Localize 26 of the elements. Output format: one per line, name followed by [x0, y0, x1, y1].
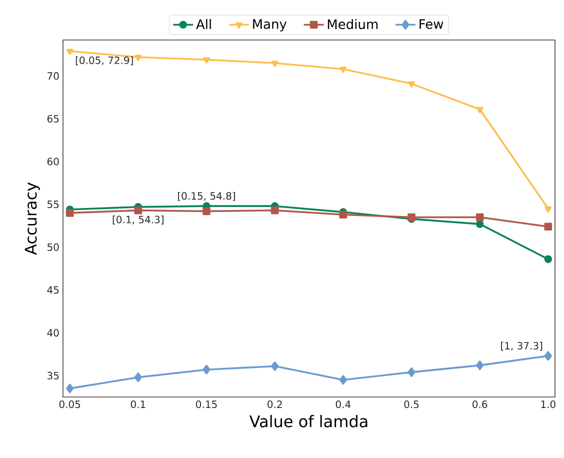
legend-label: All — [196, 19, 211, 29]
x-tick-label: 0.2 — [268, 400, 282, 408]
y-tick-label: 70 — [48, 72, 59, 80]
annotation: [0.1, 54.3] — [112, 216, 164, 224]
annotation: [1, 37.3] — [501, 342, 542, 351]
legend-label: Medium — [328, 19, 378, 30]
x-tick-label: 0.4 — [336, 400, 351, 408]
y-tick-label: 35 — [48, 372, 59, 380]
x-tick-label: 0.15 — [196, 400, 217, 408]
x-tick-label: 0.05 — [59, 400, 80, 408]
y-tick-label: 60 — [47, 158, 59, 166]
x-tick-label: 0.6 — [472, 400, 488, 408]
y-tick-label: 50 — [48, 243, 59, 251]
y-tick-label: 55 — [48, 200, 59, 208]
y-tick-label: 40 — [47, 328, 59, 337]
x-tick-label: 0.5 — [404, 400, 419, 408]
legend-label: Few — [420, 19, 444, 29]
annotation: [0.15, 54.8] — [178, 192, 235, 201]
x-tick-label: 1.0 — [541, 400, 556, 408]
y-axis-title: Accuracy — [24, 182, 40, 255]
y-tick-label: 65 — [47, 114, 59, 123]
x-tick-label: 0.1 — [130, 400, 146, 408]
legend-label: Many — [253, 19, 287, 32]
annotation: [0.05, 72.9] — [76, 56, 133, 66]
y-tick-label: 45 — [47, 286, 59, 294]
x-axis-title: Value of lamda — [249, 414, 368, 428]
